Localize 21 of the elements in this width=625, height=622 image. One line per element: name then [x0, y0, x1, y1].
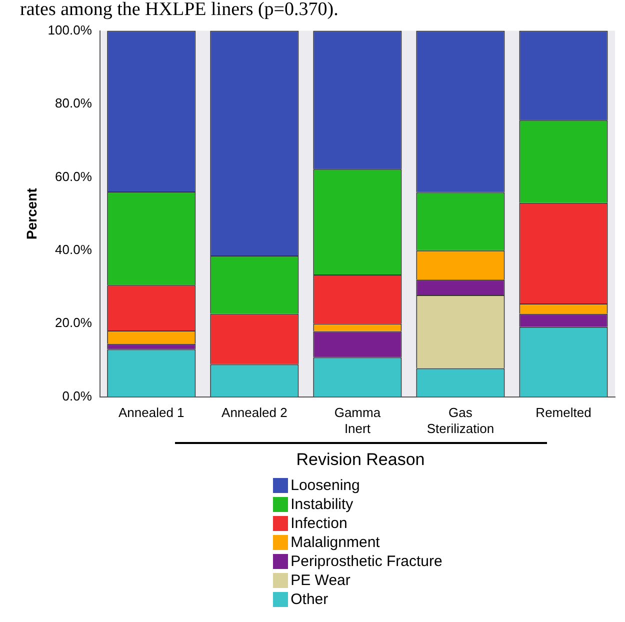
x-tick-label: Gas Sterilization [426, 405, 494, 436]
legend-label: Infection [290, 515, 348, 532]
y-tick-label: 100.0% [48, 22, 92, 38]
y-axis-title: Percent [23, 188, 40, 240]
y-tick-label: 20.0% [55, 315, 92, 330]
legend-label: PE Wear [290, 572, 350, 589]
y-tick-label: 80.0% [55, 96, 92, 111]
x-tick-label: Annealed 2 [222, 405, 288, 420]
legend-label: Malalignment [290, 534, 380, 551]
legend-label: Loosening [290, 477, 360, 494]
legend-label: Other [290, 591, 328, 608]
x-tick-label: Annealed 1 [118, 405, 184, 420]
x-tick-label: Gamma Inert [334, 405, 382, 436]
y-tick-label: 0.0% [62, 388, 92, 404]
text: rates among the HXLPE liners (p=0.370). [19, 0, 340, 20]
legend-title: Revision Reason [296, 450, 425, 470]
x-tick-label: Remelted [536, 405, 592, 420]
y-tick-label: 60.0% [55, 168, 92, 184]
legend-label: Instability [290, 496, 354, 513]
y-tick-label: 40.0% [55, 242, 92, 257]
legend-label: Periprosthetic Fracture [290, 553, 442, 570]
